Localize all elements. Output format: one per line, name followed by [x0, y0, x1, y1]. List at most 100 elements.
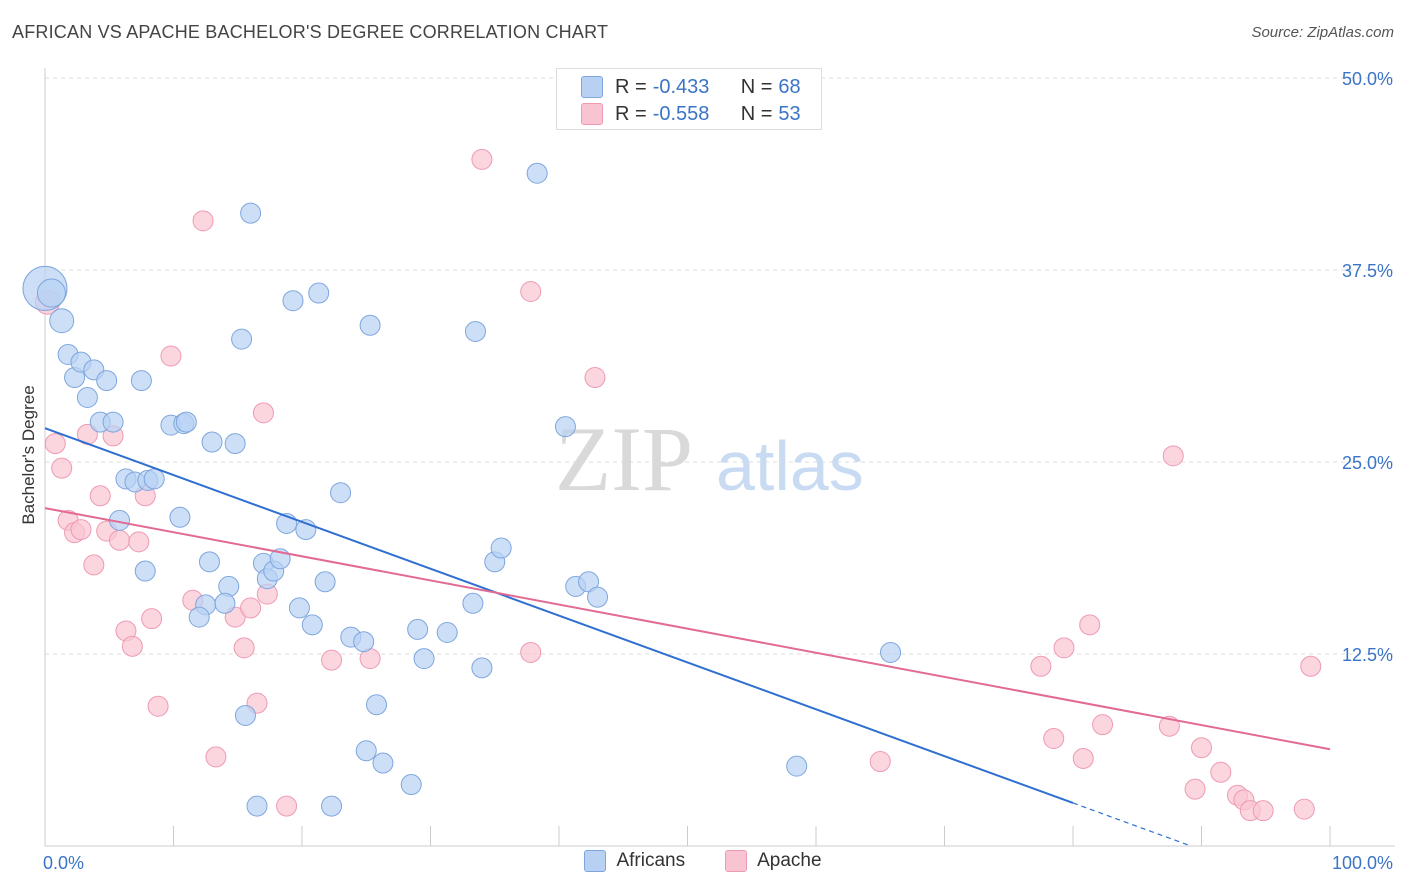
- africans-point: [102, 411, 124, 433]
- apache-point: [205, 746, 227, 768]
- apache-point: [44, 433, 66, 455]
- apache-point: [1300, 655, 1322, 677]
- y-tick-label: 50.0%: [1342, 69, 1393, 89]
- africans-point: [134, 560, 156, 582]
- y-tick-label: 25.0%: [1342, 453, 1393, 473]
- africans-point: [353, 631, 375, 653]
- apache-point: [1162, 445, 1184, 467]
- apache-point: [471, 148, 493, 170]
- apache-point: [1079, 614, 1101, 636]
- africans-point: [554, 416, 576, 438]
- africans-swatch: [584, 850, 607, 872]
- apache-point: [89, 485, 111, 507]
- apache-point: [233, 637, 255, 659]
- africans-point: [372, 752, 394, 774]
- apache-point: [240, 597, 262, 619]
- africans-point: [282, 290, 304, 312]
- apache-point: [1191, 737, 1212, 759]
- apache-point: [1252, 800, 1274, 822]
- apache-point: [584, 367, 606, 389]
- africans-point: [234, 704, 256, 726]
- apache-point: [1043, 727, 1065, 749]
- apache-point: [147, 695, 169, 717]
- legend-label-apache: Apache: [757, 850, 822, 871]
- apache-point: [109, 529, 131, 551]
- africans-point: [330, 482, 352, 504]
- apache-trendline: [44, 507, 1331, 751]
- apache-point: [51, 457, 73, 479]
- africans-point: [49, 308, 75, 334]
- apache-point: [121, 635, 143, 657]
- africans-point: [587, 586, 609, 608]
- africans-point: [436, 621, 458, 643]
- watermark-atlas: atlas: [716, 427, 864, 505]
- n-value: 53: [778, 102, 801, 125]
- africans-point: [526, 162, 548, 184]
- africans-point: [464, 320, 486, 342]
- africans-point: [321, 795, 343, 817]
- y-axis-label: Bachelor's Degree: [19, 385, 38, 524]
- africans-point: [366, 694, 388, 716]
- legend-item-africans: Africans: [584, 850, 685, 872]
- apache-point: [1210, 761, 1232, 783]
- apache-point: [252, 402, 274, 424]
- africans-point: [224, 433, 246, 455]
- africans-trendline: [44, 427, 1074, 804]
- apache-point: [70, 519, 92, 541]
- africans-point: [130, 370, 152, 392]
- africans-point: [880, 641, 902, 663]
- africans-point: [96, 370, 118, 392]
- apache-point: [1184, 778, 1206, 800]
- apache-point: [869, 751, 891, 773]
- r-value: -0.558: [652, 102, 710, 125]
- legend-row-africans: R = -0.433 N = 68: [581, 75, 801, 99]
- y-tick-label: 12.5%: [1342, 645, 1393, 665]
- africans-point: [201, 431, 223, 453]
- africans-point: [143, 468, 165, 490]
- africans-point: [246, 795, 268, 817]
- apache-point: [1030, 655, 1052, 677]
- apache-point: [1293, 798, 1315, 820]
- r-value: -0.433: [652, 75, 710, 98]
- africans-point: [359, 314, 381, 336]
- legend-row-apache: R = -0.558 N = 53: [581, 102, 801, 126]
- chart-title: AFRICAN VS APACHE BACHELOR'S DEGREE CORR…: [12, 22, 609, 42]
- africans-point: [214, 592, 236, 614]
- apache-point: [321, 649, 343, 671]
- africans-point: [462, 592, 484, 614]
- r-label: R =: [615, 75, 647, 98]
- apache-point: [128, 531, 150, 553]
- y-tick-label: 37.5%: [1342, 261, 1393, 281]
- africans-point: [400, 774, 422, 796]
- africans-swatch: [581, 76, 603, 98]
- apache-point: [160, 345, 182, 367]
- africans-point: [301, 614, 323, 636]
- apache-point: [520, 641, 542, 663]
- n-value: 68: [778, 75, 801, 98]
- africans-point: [169, 506, 191, 528]
- apache-swatch: [581, 103, 603, 125]
- africans-point: [786, 755, 808, 777]
- legend: R = -0.433 N = 68 R = -0.558 N = 53: [556, 68, 822, 130]
- africans-point: [36, 278, 66, 308]
- africans-point: [288, 597, 310, 619]
- africans-point: [240, 202, 262, 224]
- apache-point: [192, 210, 214, 232]
- africans-trendline-extension: [1072, 802, 1189, 846]
- africans-point: [188, 606, 210, 628]
- source-label: Source: ZipAtlas.com: [1251, 24, 1394, 41]
- africans-point: [175, 411, 197, 433]
- africans-point: [471, 657, 493, 679]
- apache-point: [1053, 637, 1075, 659]
- x-tick-label: 100.0%: [1332, 853, 1393, 873]
- apache-point: [276, 795, 298, 817]
- apache-point: [520, 281, 542, 303]
- africans-point: [308, 282, 330, 304]
- watermark-zip: ZIP: [555, 408, 693, 510]
- africans-point: [355, 740, 377, 762]
- apache-point: [1072, 747, 1094, 769]
- africans-point: [490, 537, 512, 559]
- africans-point: [407, 618, 429, 640]
- n-label: N =: [740, 102, 773, 125]
